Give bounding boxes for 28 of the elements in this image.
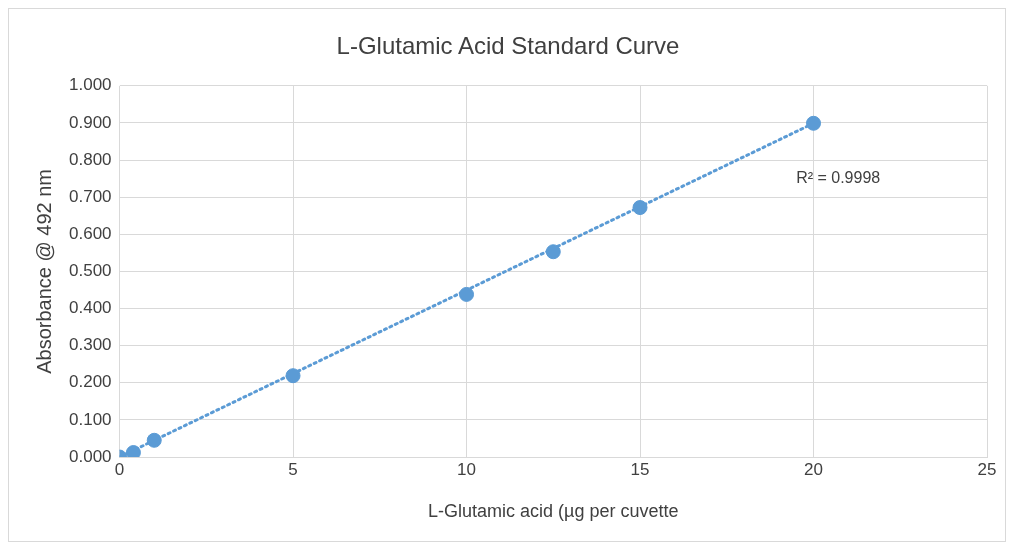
y-tick-label: 0.300 xyxy=(68,335,112,355)
y-tick-label: 0.000 xyxy=(68,446,112,466)
point xyxy=(125,445,141,457)
point xyxy=(459,286,475,302)
y-tick-label: 0.700 xyxy=(68,186,112,206)
x-tick-label: 5 xyxy=(288,459,298,479)
y-tick-label: 0.400 xyxy=(68,298,112,318)
y-tick-label: 0.600 xyxy=(68,223,112,243)
annotation: R² = 0.9998 xyxy=(796,169,881,187)
x-axis-title: L-Glutamic acid (µg per cuvette xyxy=(428,501,679,522)
y-tick-label: 0.900 xyxy=(68,112,112,132)
y-axis-title: Absorbance @ 492 nm xyxy=(32,168,55,374)
y-tick-label: 0.200 xyxy=(68,372,112,392)
x-tick-label: 15 xyxy=(630,459,650,479)
x-tick-label: 0 xyxy=(114,459,125,479)
x-tick-label: 20 xyxy=(804,459,823,479)
y-tick-label: 0.800 xyxy=(68,149,112,169)
y-tick-label: 0.500 xyxy=(68,261,112,281)
point xyxy=(806,115,822,131)
point xyxy=(545,244,561,260)
x-tick-label: 25 xyxy=(977,459,997,479)
x-tick-label: 10 xyxy=(457,459,476,479)
y-tick-label: 1.000 xyxy=(68,75,112,95)
point xyxy=(285,368,301,384)
chart-title: L-Glutamic Acid Standard Curve xyxy=(336,32,680,60)
y-tick-label: 0.100 xyxy=(68,409,112,429)
point xyxy=(146,432,162,448)
point xyxy=(632,200,648,216)
